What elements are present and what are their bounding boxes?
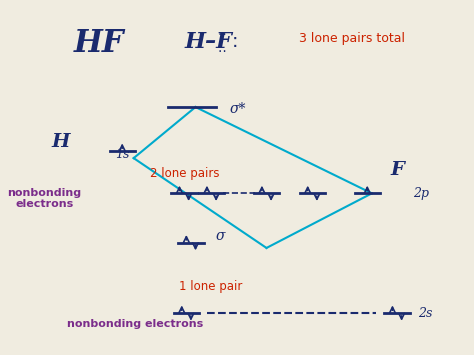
Text: nonbonding electrons: nonbonding electrons <box>67 319 203 329</box>
Text: H: H <box>51 133 70 151</box>
Text: 1 lone pair: 1 lone pair <box>180 280 243 293</box>
Text: 1s: 1s <box>115 148 130 161</box>
Text: 3 lone pairs total: 3 lone pairs total <box>299 32 404 45</box>
Text: ··: ·· <box>219 45 231 59</box>
Text: σ*: σ* <box>230 102 246 116</box>
Text: 2s: 2s <box>418 307 432 320</box>
Text: :: : <box>232 32 238 51</box>
Text: HF: HF <box>74 28 125 59</box>
Text: nonbonding
electrons: nonbonding electrons <box>7 188 82 209</box>
Text: σ: σ <box>216 229 226 242</box>
Text: F: F <box>390 162 404 180</box>
Text: 2 lone pairs: 2 lone pairs <box>150 168 219 180</box>
Text: 2p: 2p <box>413 187 429 200</box>
Text: ··: ·· <box>219 28 231 42</box>
Text: H–F: H–F <box>184 31 232 53</box>
